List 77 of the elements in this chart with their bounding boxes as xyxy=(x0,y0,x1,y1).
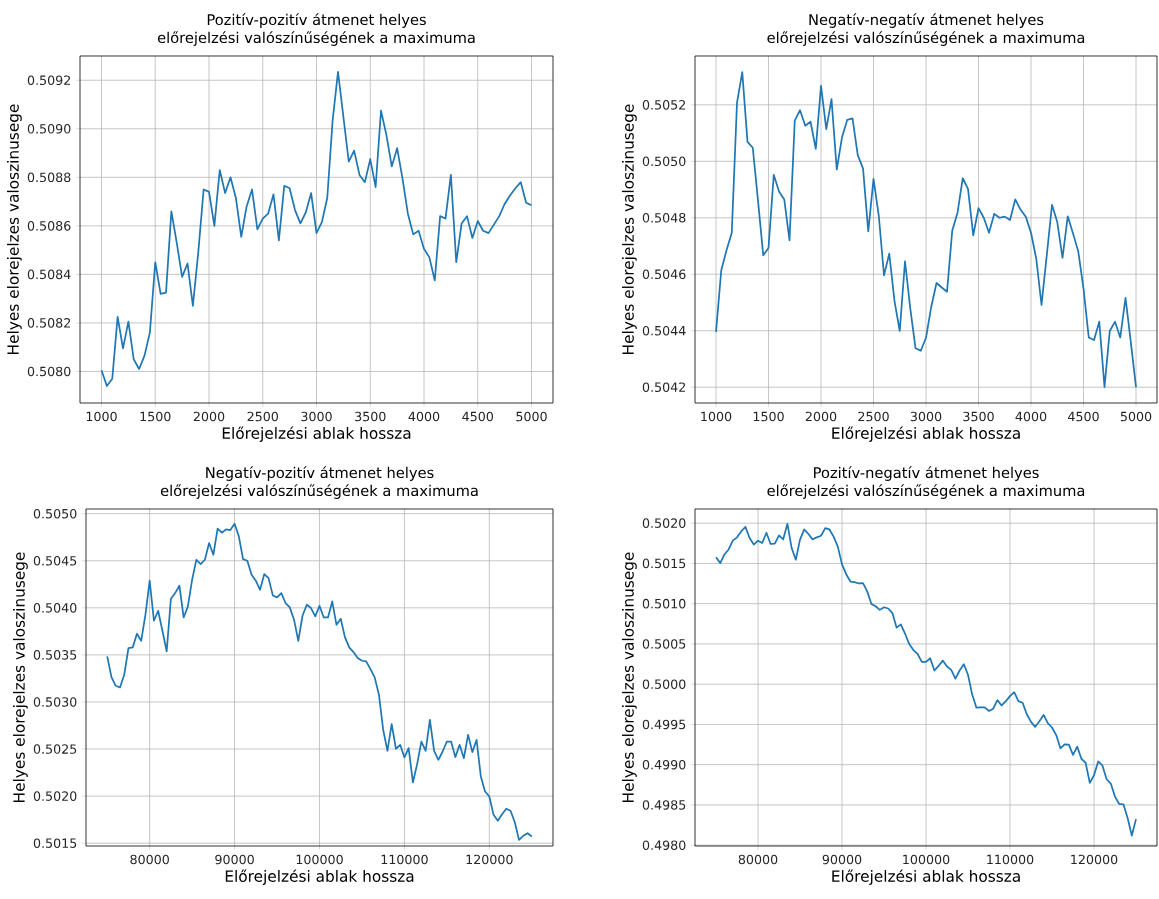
x-tick-label: 80000 xyxy=(738,854,778,865)
y-tick-label: 0.5020 xyxy=(642,518,686,528)
y-tick-label: 0.5090 xyxy=(27,123,71,134)
y-tick-label: 0.5045 xyxy=(33,555,77,566)
x-tick-label: 120000 xyxy=(1071,854,1118,865)
x-tick-label: 100000 xyxy=(903,854,950,865)
y-tick-label: 0.5050 xyxy=(642,156,686,167)
y-tick-label: 0.4990 xyxy=(642,759,686,770)
line-series xyxy=(715,71,1137,389)
y-tick-label: 0.5084 xyxy=(27,269,71,280)
y-tick-label: 0.5005 xyxy=(642,639,686,649)
y-tick-label: 0.4985 xyxy=(642,800,686,810)
y-tick-label: 0.5010 xyxy=(642,598,686,609)
y-tick-label: 0.5020 xyxy=(33,791,77,801)
x-tick-label: 90000 xyxy=(215,854,254,865)
y-tick-label: 0.5040 xyxy=(33,603,77,613)
y-tick-label: 0.5046 xyxy=(642,269,686,280)
y-tick-label: 0.5086 xyxy=(27,221,71,231)
chart-title: Negatív-negatív átmenet helyes xyxy=(809,13,1044,28)
chart-title: Pozitív-pozitív átmenet helyes xyxy=(207,13,426,28)
x-tick-label: 4500 xyxy=(462,411,494,422)
line-series xyxy=(715,522,1137,837)
y-tick-label: 0.5025 xyxy=(33,744,77,754)
chart-subtitle: előrejelzési valószínűségének a maximuma xyxy=(767,484,1085,499)
x-tick-label: 2000 xyxy=(193,411,225,422)
chart-subtitle: előrejelzési valószínűségének a maximuma xyxy=(157,31,475,46)
y-tick-label: 0.5030 xyxy=(33,697,77,707)
x-tick-label: 110000 xyxy=(381,854,428,865)
y-tick-label: 0.5052 xyxy=(642,100,686,110)
y-tick-label: 0.5035 xyxy=(33,650,77,660)
chart-title: Negatív-pozitív átmenet helyes xyxy=(206,466,434,481)
y-axis-title: Helyes elorejelzes valoszinusege xyxy=(621,104,637,354)
y-tick-label: 0.5015 xyxy=(33,838,77,848)
x-axis-title: Előrejelzési ablak hossza xyxy=(225,869,414,885)
x-axis-title: Előrejelzési ablak hossza xyxy=(832,426,1020,442)
y-tick-label: 0.5082 xyxy=(27,318,71,328)
chart-subtitle: előrejelzési valószínűségének a maximuma xyxy=(767,31,1085,46)
y-tick-label: 0.4980 xyxy=(642,840,686,850)
x-axis-title: Előrejelzési ablak hossza xyxy=(222,426,411,442)
x-tick-label: 5000 xyxy=(1120,411,1152,422)
y-tick-label: 0.5050 xyxy=(33,508,77,519)
x-tick-label: 3000 xyxy=(301,411,332,422)
x-tick-label: 4000 xyxy=(408,411,440,422)
y-tick-label: 0.4995 xyxy=(642,719,686,730)
x-tick-label: 1500 xyxy=(140,411,171,422)
x-tick-label: 1000 xyxy=(86,411,117,422)
y-tick-label: 0.5092 xyxy=(27,75,71,86)
y-tick-label: 0.5015 xyxy=(642,558,686,569)
y-axis-title: Helyes elorejelzes valoszinusege xyxy=(12,552,28,802)
x-tick-label: 2000 xyxy=(805,411,837,422)
x-axis-title: Előrejelzési ablak hossza xyxy=(832,869,1020,885)
y-tick-label: 0.5048 xyxy=(642,212,686,223)
x-tick-label: 4500 xyxy=(1068,411,1099,422)
y-axis-title: Helyes elorejelzes valoszinusege xyxy=(6,104,22,354)
x-tick-label: 2500 xyxy=(247,411,279,422)
x-tick-label: 5000 xyxy=(516,411,547,422)
chart-subtitle: előrejelzési valószínűségének a maximuma xyxy=(160,484,478,499)
x-tick-label: 1000 xyxy=(701,411,732,422)
x-tick-label: 90000 xyxy=(822,854,862,865)
chart-title: Pozitív-negatív átmenet helyes xyxy=(814,466,1039,481)
x-tick-label: 2500 xyxy=(858,411,889,422)
x-tick-label: 3500 xyxy=(355,411,386,422)
x-tick-label: 3500 xyxy=(963,411,994,422)
y-tick-label: 0.5088 xyxy=(27,172,71,183)
line-series xyxy=(106,522,533,841)
x-tick-label: 120000 xyxy=(466,854,513,865)
x-tick-label: 4000 xyxy=(1015,411,1047,422)
y-tick-label: 0.5044 xyxy=(642,325,686,336)
x-tick-label: 3000 xyxy=(910,411,942,422)
x-tick-label: 80000 xyxy=(130,854,169,865)
y-tick-label: 0.5000 xyxy=(642,679,686,689)
x-tick-label: 1500 xyxy=(753,411,784,422)
x-tick-label: 100000 xyxy=(296,854,343,865)
y-axis-title: Helyes elorejelzes valoszinusege xyxy=(621,552,637,802)
x-tick-label: 110000 xyxy=(987,854,1034,865)
y-tick-label: 0.5080 xyxy=(27,366,71,377)
y-tick-label: 0.5042 xyxy=(642,382,686,392)
